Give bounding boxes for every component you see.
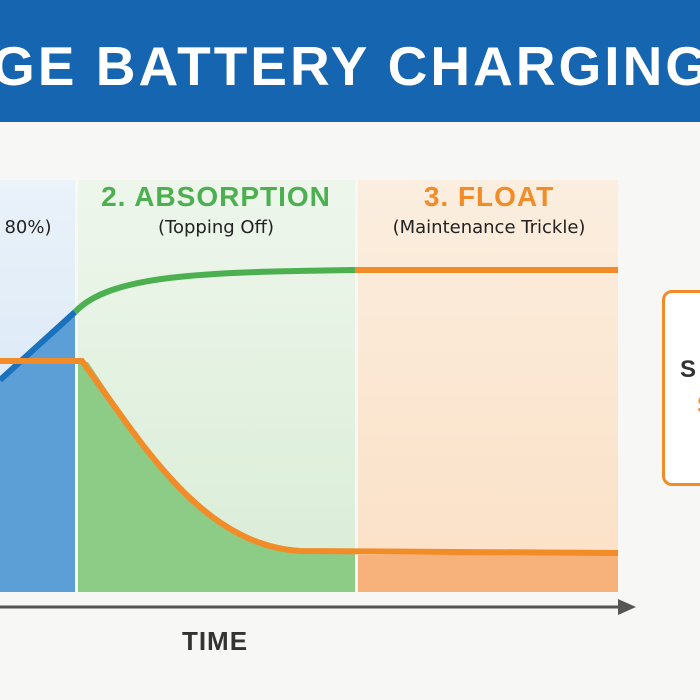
float-current-fill — [358, 555, 618, 592]
voltage-curve-absorption — [72, 267, 356, 315]
side-info-box — [662, 290, 700, 486]
side-box-line1: S — [680, 356, 697, 383]
absorption-phase-subtitle: (Topping Off) — [158, 217, 274, 238]
side-box-line2: S — [697, 392, 700, 420]
time-axis-label: TIME — [181, 626, 249, 656]
float-phase-panel — [358, 180, 618, 592]
bulk-fill — [0, 312, 75, 592]
voltage-curve-bulk — [0, 309, 78, 383]
absorption-current-fill — [78, 362, 355, 592]
float-phase-subtitle: (Maintenance Trickle) — [392, 217, 586, 238]
arrow-right-icon — [618, 599, 636, 615]
float-phase-title: 3. FLOAT — [423, 181, 555, 212]
absorption-phase-title: 2. ABSORPTION — [101, 181, 331, 212]
current-curve — [0, 358, 619, 556]
page-title: GE BATTERY CHARGING P — [0, 35, 700, 97]
title-banner: GE BATTERY CHARGING P — [0, 0, 700, 122]
bulk-phase-subtitle: 80%) — [4, 217, 52, 238]
